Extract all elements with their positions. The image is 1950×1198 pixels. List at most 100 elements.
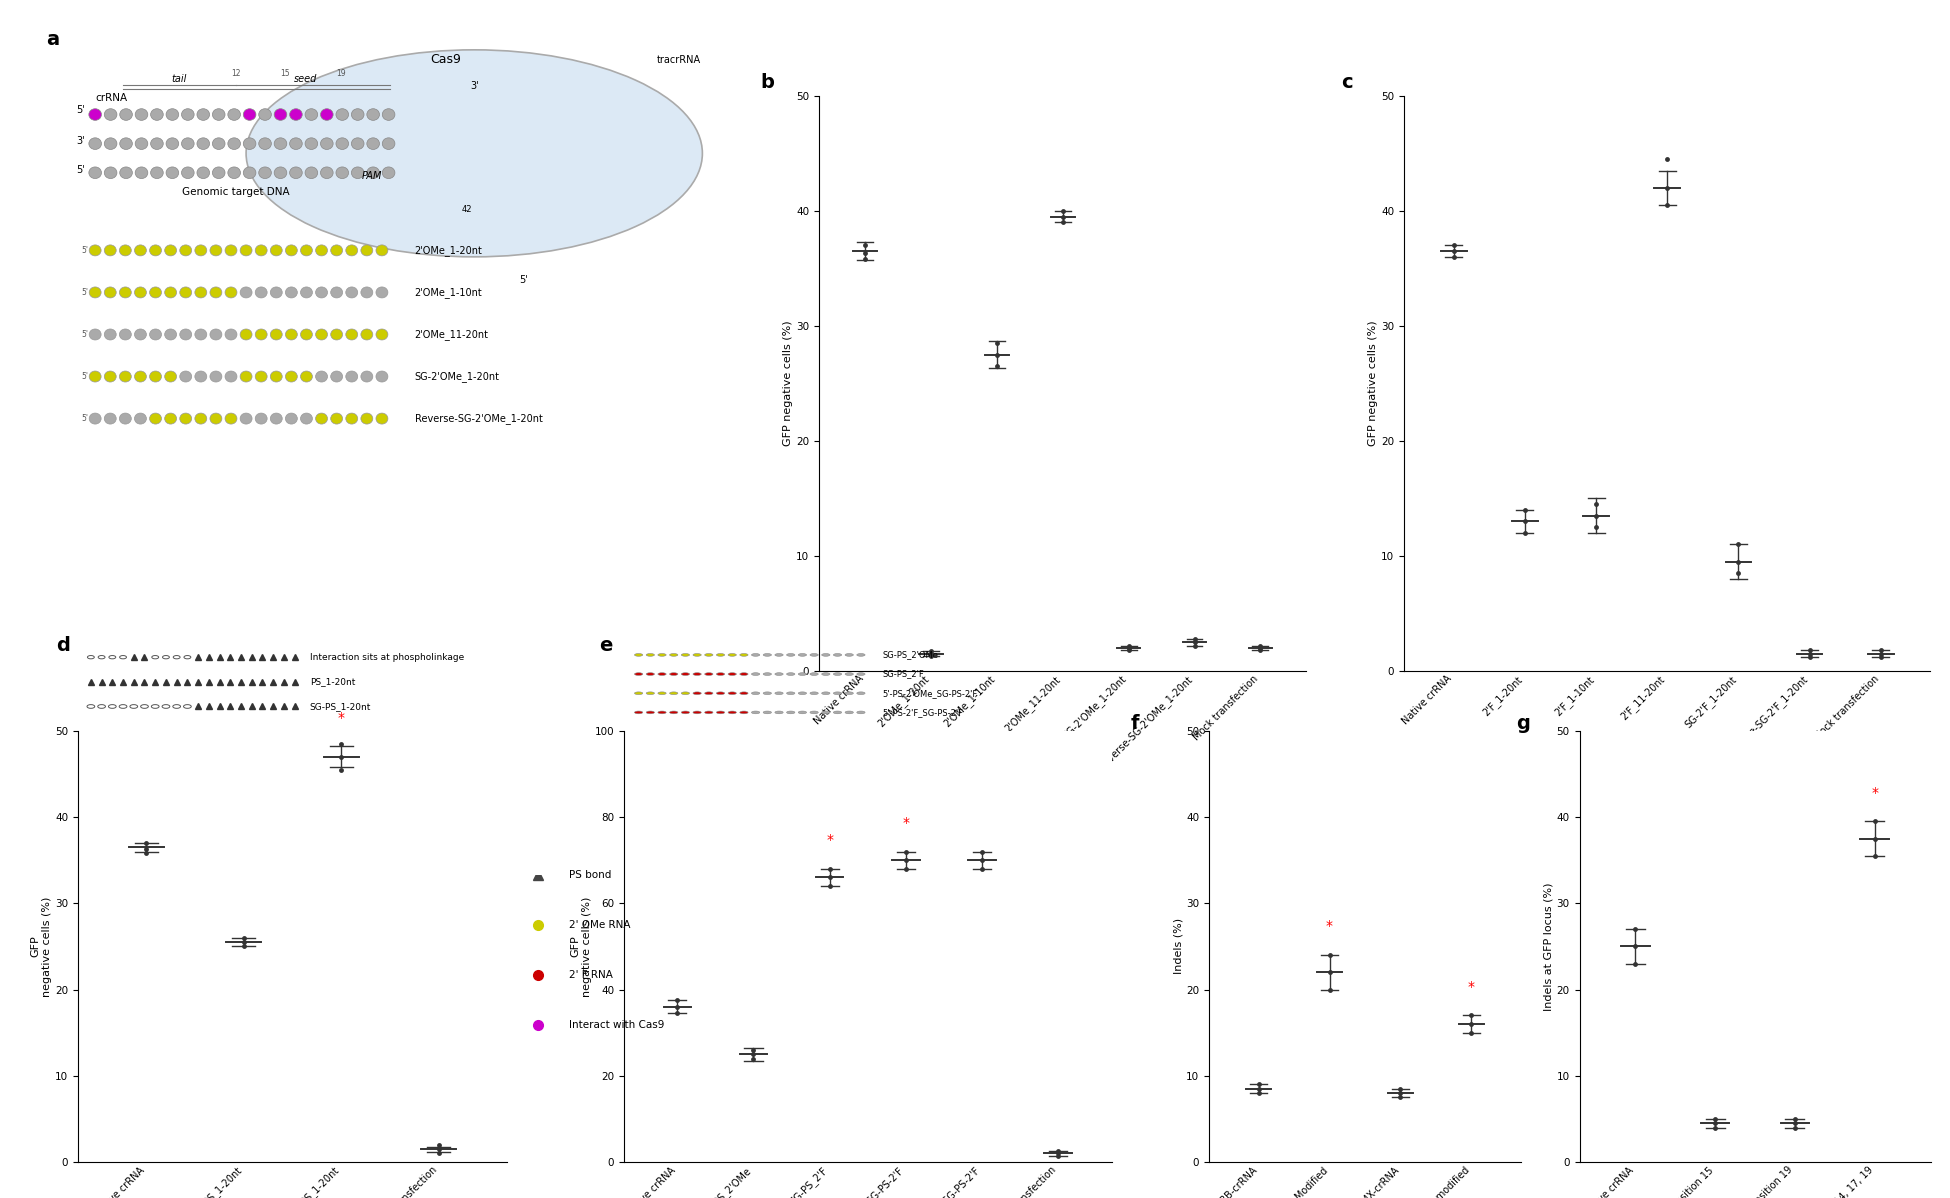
Circle shape xyxy=(228,167,240,179)
Circle shape xyxy=(751,712,760,714)
Circle shape xyxy=(657,673,667,676)
Circle shape xyxy=(774,692,784,695)
Circle shape xyxy=(739,673,749,676)
Circle shape xyxy=(197,138,209,150)
Circle shape xyxy=(211,413,222,424)
Circle shape xyxy=(376,371,388,382)
Circle shape xyxy=(833,692,842,695)
Circle shape xyxy=(727,692,737,695)
Y-axis label: GFP negative cells (%): GFP negative cells (%) xyxy=(784,321,794,446)
Text: 42: 42 xyxy=(462,205,472,213)
Text: PS bond: PS bond xyxy=(569,870,610,879)
Circle shape xyxy=(361,371,372,382)
Circle shape xyxy=(285,371,296,382)
Circle shape xyxy=(285,244,296,256)
Circle shape xyxy=(135,329,146,340)
Text: *: * xyxy=(1872,786,1878,800)
Circle shape xyxy=(259,138,271,150)
Circle shape xyxy=(376,244,388,256)
Circle shape xyxy=(345,371,357,382)
Circle shape xyxy=(798,673,807,676)
Text: crRNA: crRNA xyxy=(96,93,127,103)
Circle shape xyxy=(751,673,760,676)
Circle shape xyxy=(213,109,224,120)
Circle shape xyxy=(634,712,644,714)
Circle shape xyxy=(657,712,667,714)
Circle shape xyxy=(119,288,131,298)
Text: 5': 5' xyxy=(519,274,528,285)
Circle shape xyxy=(255,371,267,382)
Circle shape xyxy=(786,673,796,676)
Circle shape xyxy=(332,244,343,256)
Circle shape xyxy=(335,109,349,120)
Circle shape xyxy=(304,138,318,150)
Circle shape xyxy=(798,692,807,695)
Circle shape xyxy=(103,244,117,256)
Circle shape xyxy=(367,167,380,179)
Circle shape xyxy=(150,371,162,382)
Circle shape xyxy=(240,288,252,298)
Circle shape xyxy=(240,413,252,424)
Circle shape xyxy=(645,692,655,695)
Circle shape xyxy=(786,712,796,714)
Text: *: * xyxy=(827,834,833,847)
Circle shape xyxy=(135,244,146,256)
Circle shape xyxy=(716,673,725,676)
Circle shape xyxy=(90,371,101,382)
Circle shape xyxy=(271,244,283,256)
Text: 2' F RNA: 2' F RNA xyxy=(569,970,612,980)
Circle shape xyxy=(367,109,380,120)
Circle shape xyxy=(300,413,312,424)
Circle shape xyxy=(320,167,333,179)
Circle shape xyxy=(821,654,831,657)
Circle shape xyxy=(367,138,380,150)
Circle shape xyxy=(259,167,271,179)
Circle shape xyxy=(183,704,191,708)
Circle shape xyxy=(833,673,842,676)
Circle shape xyxy=(739,654,749,657)
Circle shape xyxy=(119,655,127,659)
Circle shape xyxy=(244,167,255,179)
Circle shape xyxy=(856,673,866,676)
Circle shape xyxy=(119,244,131,256)
Text: 5': 5' xyxy=(82,373,88,381)
Circle shape xyxy=(345,244,357,256)
Circle shape xyxy=(304,109,318,120)
Text: 5': 5' xyxy=(82,288,88,297)
Text: 5': 5' xyxy=(82,246,88,255)
Text: 3': 3' xyxy=(76,135,84,146)
Text: *: * xyxy=(903,816,909,830)
Text: 5': 5' xyxy=(76,105,84,115)
Text: seed: seed xyxy=(294,74,318,84)
Circle shape xyxy=(119,138,133,150)
Circle shape xyxy=(844,654,854,657)
Text: g: g xyxy=(1517,714,1531,732)
Circle shape xyxy=(109,655,115,659)
Circle shape xyxy=(809,654,819,657)
Circle shape xyxy=(135,413,146,424)
Circle shape xyxy=(183,655,191,659)
Y-axis label: Indels at GFP locus (%): Indels at GFP locus (%) xyxy=(1544,882,1554,1011)
Circle shape xyxy=(316,413,328,424)
Circle shape xyxy=(135,288,146,298)
Circle shape xyxy=(332,288,343,298)
Circle shape xyxy=(228,109,240,120)
Text: 2'OMe_1-20nt: 2'OMe_1-20nt xyxy=(415,244,482,256)
Circle shape xyxy=(275,167,287,179)
Circle shape xyxy=(821,712,831,714)
Circle shape xyxy=(271,371,283,382)
Circle shape xyxy=(103,413,117,424)
Text: SG-PS_2'F: SG-PS_2'F xyxy=(883,670,924,678)
Circle shape xyxy=(240,244,252,256)
Circle shape xyxy=(195,329,207,340)
Circle shape xyxy=(166,109,179,120)
Circle shape xyxy=(119,109,133,120)
Circle shape xyxy=(320,109,333,120)
Circle shape xyxy=(351,109,365,120)
Text: 2' OMe RNA: 2' OMe RNA xyxy=(569,920,630,930)
Circle shape xyxy=(119,704,127,708)
Circle shape xyxy=(704,692,714,695)
Circle shape xyxy=(821,692,831,695)
Text: tracrRNA: tracrRNA xyxy=(657,55,700,65)
Circle shape xyxy=(704,712,714,714)
